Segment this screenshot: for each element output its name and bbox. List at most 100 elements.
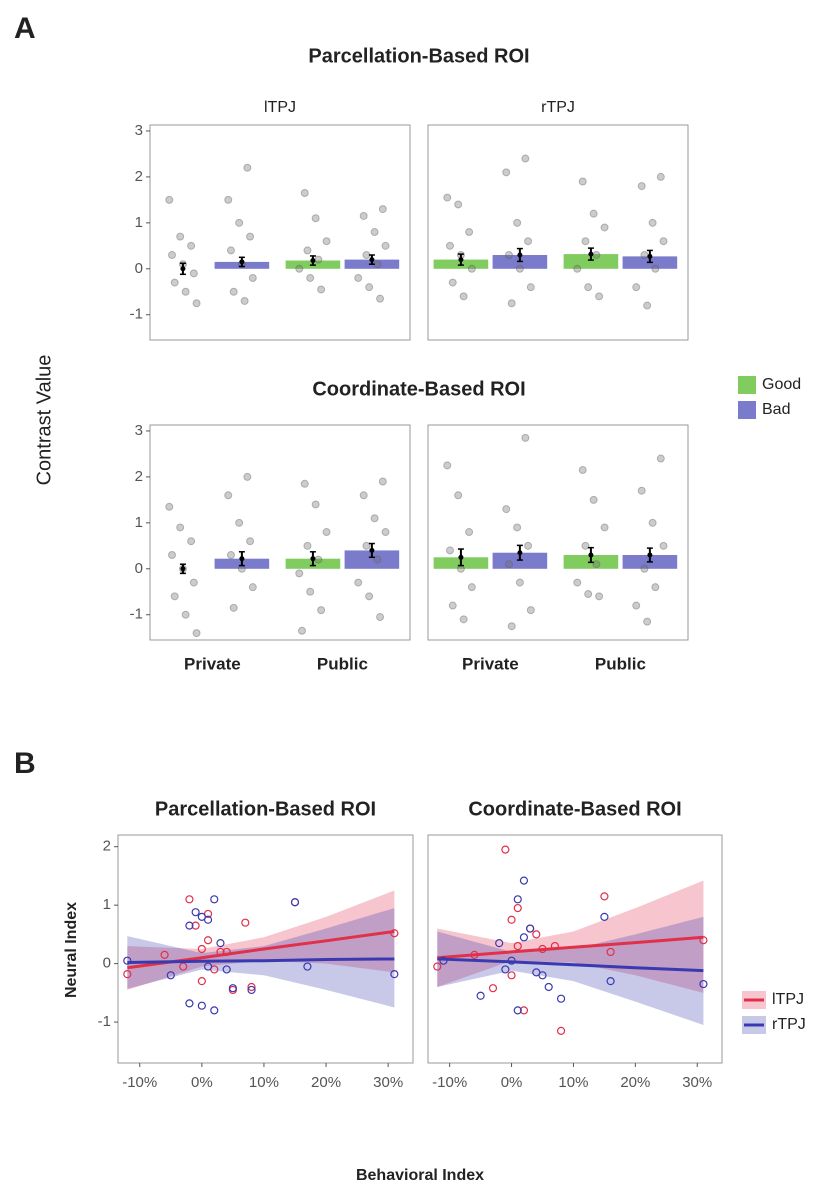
data-point <box>354 578 363 587</box>
data-point <box>303 246 312 255</box>
data-point <box>317 606 326 615</box>
data-point <box>297 626 306 635</box>
y-axis-label: Contrast Value <box>33 355 55 486</box>
mean-point <box>458 257 464 263</box>
data-point <box>167 551 176 560</box>
data-point <box>584 283 593 292</box>
mean-point <box>180 566 186 572</box>
data-point <box>166 971 175 980</box>
data-point <box>573 578 582 587</box>
bar <box>344 550 400 569</box>
data-point <box>311 214 320 223</box>
data-point <box>573 264 582 273</box>
data-point <box>643 301 652 310</box>
data-point <box>243 163 252 172</box>
data-point <box>300 479 309 488</box>
data-point <box>501 965 510 974</box>
data-point <box>459 615 468 624</box>
bar <box>563 254 619 269</box>
legend-key <box>738 401 756 419</box>
data-point <box>640 251 649 260</box>
data-point <box>322 528 331 537</box>
data-point <box>290 898 300 907</box>
data-point <box>519 1006 529 1015</box>
data-point <box>378 205 387 214</box>
x-tick-label: 20% <box>620 1074 650 1091</box>
data-point <box>185 921 194 930</box>
mean-point <box>588 251 594 257</box>
data-point <box>578 177 587 186</box>
data-point <box>197 1001 206 1010</box>
y-tick-label: 1 <box>135 214 143 231</box>
data-point <box>538 944 547 954</box>
panel <box>427 124 689 341</box>
data-point <box>544 982 553 992</box>
data-point <box>187 241 196 250</box>
data-point <box>317 285 326 294</box>
y-axis-label: Neural Index <box>63 902 80 998</box>
data-point <box>246 232 255 241</box>
y-tick-label: 2 <box>135 168 143 185</box>
data-point <box>222 947 231 957</box>
data-point <box>556 994 566 1003</box>
data-point <box>322 237 331 246</box>
data-point <box>241 918 250 927</box>
data-point <box>439 956 448 965</box>
x-tick-label: Public <box>595 654 646 673</box>
data-point <box>651 583 660 592</box>
data-point <box>504 560 513 569</box>
row-title: Parcellation-Based ROI <box>308 45 529 67</box>
data-point <box>507 956 516 965</box>
data-point <box>699 979 708 989</box>
legend-key <box>738 376 756 394</box>
data-point <box>354 273 363 282</box>
y-tick-label: 0 <box>135 260 143 277</box>
panel <box>427 424 689 641</box>
data-point <box>247 982 256 992</box>
y-tick-label: -1 <box>98 1013 111 1030</box>
data-point <box>465 528 474 537</box>
data-point <box>306 587 315 596</box>
data-point <box>381 241 390 250</box>
x-tick-label: 10% <box>558 1074 588 1091</box>
panel <box>427 834 723 1064</box>
data-point <box>699 936 708 945</box>
data-point <box>476 991 485 1000</box>
data-point <box>378 477 387 486</box>
data-point <box>203 915 213 924</box>
data-point <box>216 939 225 948</box>
x-axis-label: Behavioral Index <box>356 1167 484 1184</box>
data-point <box>390 929 399 938</box>
data-point <box>123 956 132 965</box>
data-point <box>165 195 174 204</box>
mean-point <box>458 554 464 560</box>
data-point <box>123 970 132 979</box>
x-tick-label: Private <box>184 654 241 673</box>
data-point <box>314 255 323 264</box>
data-point <box>189 269 198 278</box>
fit-line <box>127 957 395 964</box>
data-point <box>519 876 529 885</box>
legend-label: Bad <box>762 401 790 418</box>
data-point <box>197 944 206 954</box>
data-point <box>362 251 371 260</box>
data-point <box>600 912 609 921</box>
data-point <box>550 941 559 951</box>
data-point <box>656 454 665 463</box>
data-point <box>185 895 194 904</box>
data-point <box>189 578 198 587</box>
data-point <box>526 606 535 615</box>
data-point <box>443 193 452 202</box>
data-point <box>373 260 382 269</box>
data-point <box>160 950 169 959</box>
data-point <box>507 622 516 631</box>
data-point <box>532 930 541 939</box>
data-point <box>224 195 233 204</box>
row-title: Coordinate-Based ROI <box>312 378 525 400</box>
data-point <box>467 583 476 592</box>
data-point <box>359 211 368 220</box>
data-point <box>303 541 312 550</box>
data-point <box>521 433 530 442</box>
data-point <box>592 251 601 260</box>
data-point <box>226 551 235 560</box>
